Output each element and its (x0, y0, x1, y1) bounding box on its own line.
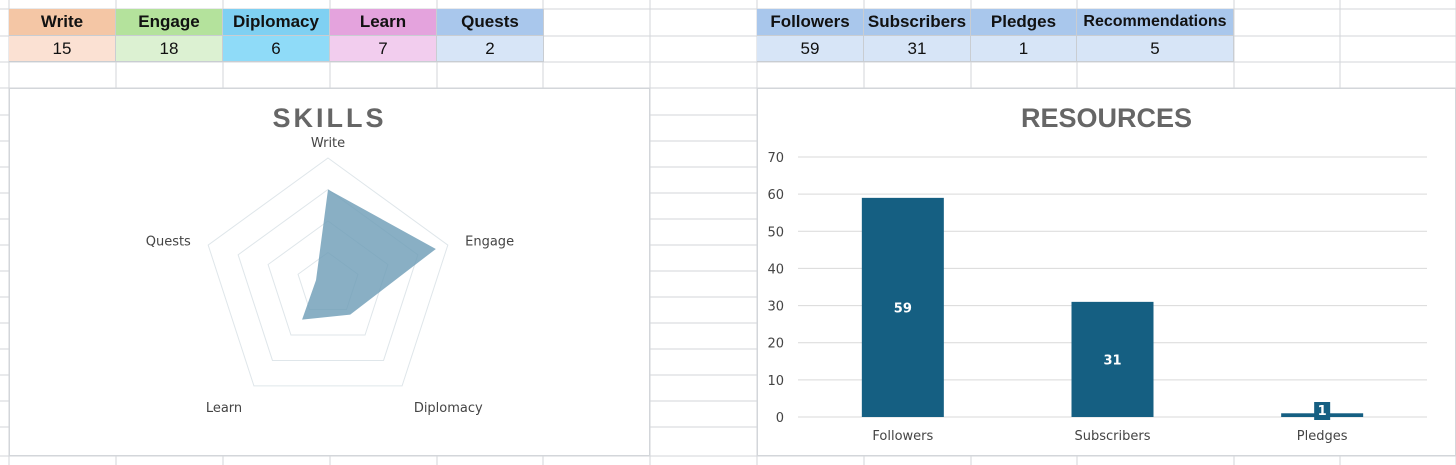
skills-value-write[interactable]: 15 (9, 36, 116, 62)
resources-value-subscribers[interactable]: 31 (864, 36, 971, 62)
skills-header-quests[interactable]: Quests (437, 9, 544, 36)
resources-header-recommendations[interactable]: Recommendations (1077, 9, 1234, 36)
y-tick-label: 60 (767, 188, 784, 203)
y-tick-label: 10 (767, 374, 784, 389)
resources-value-followers[interactable]: 59 (757, 36, 864, 62)
skills-chart-panel[interactable]: SKILLS Write Engage Diplomacy Learn Quests (9, 88, 650, 456)
skills-header-engage[interactable]: Engage (116, 9, 223, 36)
data-label-subscribers: 31 (1103, 353, 1121, 368)
resources-header-pledges[interactable]: Pledges (971, 9, 1077, 36)
x-category-label-subscribers: Subscribers (1075, 429, 1151, 444)
bar-followers (861, 197, 944, 417)
skills-header-diplomacy[interactable]: Diplomacy (223, 9, 330, 36)
radar-axis-label-write: Write (311, 136, 345, 151)
resources-chart-title: RESOURCES (1020, 103, 1193, 133)
skills-value-quests[interactable]: 2 (437, 36, 544, 62)
y-tick-label: 50 (767, 225, 784, 240)
y-tick-label: 40 (767, 262, 784, 277)
skills-header-write[interactable]: Write (9, 9, 116, 36)
radar-axis-label-engage: Engage (465, 235, 514, 250)
resources-header-subscribers[interactable]: Subscribers (864, 9, 971, 36)
bar-subscribers (1071, 301, 1154, 417)
y-tick-label: 0 (776, 411, 784, 426)
y-tick-label: 20 (767, 337, 784, 352)
radar-ring (207, 157, 449, 387)
skills-value-engage[interactable]: 18 (116, 36, 223, 62)
y-tick-label: 30 (767, 300, 784, 315)
resources-bar-chart: 0 10 20 30 40 50 60 70 59 Followers 31 Subscribers 1… (767, 151, 1427, 444)
data-label-pledges: 1 (1318, 404, 1327, 419)
data-label-bg (1314, 402, 1331, 420)
data-label-followers: 59 (894, 301, 912, 316)
skills-header-learn[interactable]: Learn (330, 9, 437, 36)
radar-axis-label-quests: Quests (146, 235, 191, 250)
skills-chart-title: SKILLS (272, 103, 387, 133)
radar-axis-label-diplomacy: Diplomacy (414, 401, 483, 416)
x-category-label-pledges: Pledges (1297, 429, 1348, 444)
skills-value-learn[interactable]: 7 (330, 36, 437, 62)
skills-radar-chart: Write Engage Diplomacy Learn Quests (146, 136, 514, 416)
radar-axis-label-learn: Learn (206, 401, 242, 416)
y-tick-label: 70 (767, 151, 784, 166)
resources-chart-panel[interactable]: RESOURCES 0 10 20 30 40 50 60 70 59 Followers 31 Su… (757, 88, 1456, 456)
resources-header-followers[interactable]: Followers (757, 9, 864, 36)
resources-value-pledges[interactable]: 1 (971, 36, 1077, 62)
resources-value-recommendations[interactable]: 5 (1077, 36, 1234, 62)
x-category-label-followers: Followers (872, 429, 933, 444)
radar-series-area (302, 189, 436, 320)
skills-value-diplomacy[interactable]: 6 (223, 36, 330, 62)
